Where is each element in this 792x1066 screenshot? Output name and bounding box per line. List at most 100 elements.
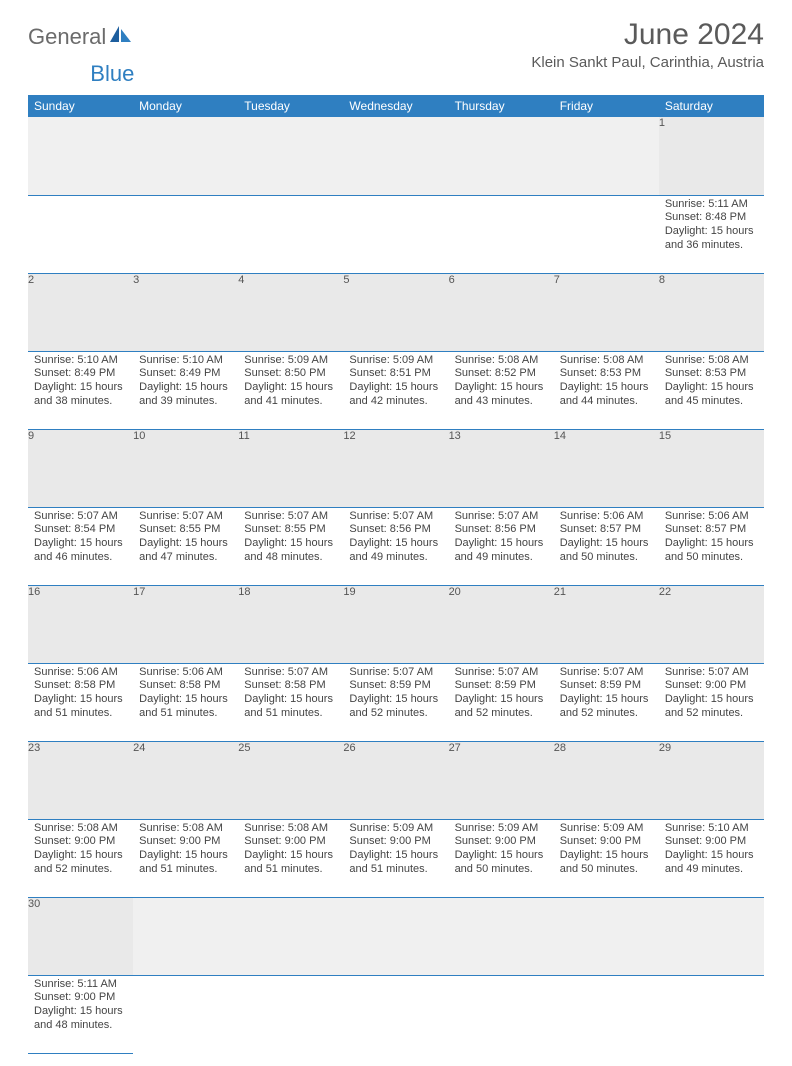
- day-content: Sunrise: 5:07 AMSunset: 8:55 PMDaylight:…: [133, 508, 238, 569]
- day-content: Sunrise: 5:09 AMSunset: 9:00 PMDaylight:…: [449, 820, 554, 881]
- day-cell: Sunrise: 5:06 AMSunset: 8:57 PMDaylight:…: [659, 507, 764, 585]
- day-number-cell: [238, 897, 343, 975]
- day-number-cell: 29: [659, 741, 764, 819]
- calendar-body: 1Sunrise: 5:11 AMSunset: 8:48 PMDaylight…: [28, 117, 764, 1053]
- day-number-cell: 27: [449, 741, 554, 819]
- day-number-cell: [28, 117, 133, 195]
- day-cell: Sunrise: 5:08 AMSunset: 8:52 PMDaylight:…: [449, 351, 554, 429]
- day-content: Sunrise: 5:07 AMSunset: 8:56 PMDaylight:…: [343, 508, 448, 569]
- day-cell: Sunrise: 5:08 AMSunset: 9:00 PMDaylight:…: [238, 819, 343, 897]
- day-number-cell: 5: [343, 273, 448, 351]
- day-number-cell: 8: [659, 273, 764, 351]
- day-number-cell: 12: [343, 429, 448, 507]
- day-cell: Sunrise: 5:07 AMSunset: 8:55 PMDaylight:…: [133, 507, 238, 585]
- day-content-row: Sunrise: 5:11 AMSunset: 9:00 PMDaylight:…: [28, 975, 764, 1053]
- day-content: Sunrise: 5:07 AMSunset: 9:00 PMDaylight:…: [659, 664, 764, 725]
- day-number-cell: 22: [659, 585, 764, 663]
- weekday-header: Thursday: [449, 95, 554, 117]
- day-cell: [238, 195, 343, 273]
- day-number-cell: 18: [238, 585, 343, 663]
- weekday-header: Friday: [554, 95, 659, 117]
- day-content: Sunrise: 5:07 AMSunset: 8:58 PMDaylight:…: [238, 664, 343, 725]
- day-number-cell: 13: [449, 429, 554, 507]
- day-number-cell: [554, 897, 659, 975]
- day-content: Sunrise: 5:08 AMSunset: 8:52 PMDaylight:…: [449, 352, 554, 413]
- brand-logo: General: [28, 18, 134, 50]
- day-cell: Sunrise: 5:08 AMSunset: 9:00 PMDaylight:…: [28, 819, 133, 897]
- day-content-row: Sunrise: 5:08 AMSunset: 9:00 PMDaylight:…: [28, 819, 764, 897]
- day-number-cell: [449, 117, 554, 195]
- day-number-cell: [449, 897, 554, 975]
- location: Klein Sankt Paul, Carinthia, Austria: [531, 54, 764, 71]
- day-content: Sunrise: 5:07 AMSunset: 8:55 PMDaylight:…: [238, 508, 343, 569]
- day-content: Sunrise: 5:08 AMSunset: 8:53 PMDaylight:…: [554, 352, 659, 413]
- day-number-cell: 6: [449, 273, 554, 351]
- day-cell: Sunrise: 5:09 AMSunset: 8:51 PMDaylight:…: [343, 351, 448, 429]
- weekday-header: Saturday: [659, 95, 764, 117]
- day-cell: Sunrise: 5:07 AMSunset: 8:59 PMDaylight:…: [449, 663, 554, 741]
- day-number-cell: 2: [28, 273, 133, 351]
- day-cell: Sunrise: 5:11 AMSunset: 8:48 PMDaylight:…: [659, 195, 764, 273]
- day-cell: Sunrise: 5:08 AMSunset: 8:53 PMDaylight:…: [659, 351, 764, 429]
- day-number-cell: 20: [449, 585, 554, 663]
- day-number-row: 16171819202122: [28, 585, 764, 663]
- brand-word1: General: [28, 24, 106, 50]
- weekday-header: Monday: [133, 95, 238, 117]
- day-cell: Sunrise: 5:09 AMSunset: 9:00 PMDaylight:…: [554, 819, 659, 897]
- day-cell: Sunrise: 5:09 AMSunset: 9:00 PMDaylight:…: [343, 819, 448, 897]
- day-number-cell: 19: [343, 585, 448, 663]
- day-cell: Sunrise: 5:06 AMSunset: 8:58 PMDaylight:…: [133, 663, 238, 741]
- day-content: Sunrise: 5:06 AMSunset: 8:57 PMDaylight:…: [554, 508, 659, 569]
- calendar-page: General June 2024 Klein Sankt Paul, Cari…: [0, 0, 792, 1066]
- weekday-header: Tuesday: [238, 95, 343, 117]
- day-content: Sunrise: 5:08 AMSunset: 9:00 PMDaylight:…: [238, 820, 343, 881]
- day-number-cell: 16: [28, 585, 133, 663]
- day-cell: [554, 975, 659, 1053]
- brand-word2: Blue: [90, 61, 134, 87]
- day-number-cell: 17: [133, 585, 238, 663]
- day-cell: [554, 195, 659, 273]
- day-cell: Sunrise: 5:10 AMSunset: 8:49 PMDaylight:…: [133, 351, 238, 429]
- day-number-row: 9101112131415: [28, 429, 764, 507]
- day-content: Sunrise: 5:07 AMSunset: 8:56 PMDaylight:…: [449, 508, 554, 569]
- day-cell: Sunrise: 5:07 AMSunset: 8:59 PMDaylight:…: [343, 663, 448, 741]
- day-number-cell: [343, 117, 448, 195]
- day-number-cell: [554, 117, 659, 195]
- day-cell: Sunrise: 5:07 AMSunset: 8:54 PMDaylight:…: [28, 507, 133, 585]
- day-content: Sunrise: 5:06 AMSunset: 8:58 PMDaylight:…: [133, 664, 238, 725]
- day-cell: Sunrise: 5:07 AMSunset: 8:56 PMDaylight:…: [343, 507, 448, 585]
- day-content: Sunrise: 5:08 AMSunset: 9:00 PMDaylight:…: [133, 820, 238, 881]
- day-number-cell: [133, 897, 238, 975]
- day-cell: Sunrise: 5:06 AMSunset: 8:58 PMDaylight:…: [28, 663, 133, 741]
- day-number-cell: 14: [554, 429, 659, 507]
- weekday-header: Sunday: [28, 95, 133, 117]
- day-content: Sunrise: 5:09 AMSunset: 8:51 PMDaylight:…: [343, 352, 448, 413]
- day-cell: Sunrise: 5:09 AMSunset: 8:50 PMDaylight:…: [238, 351, 343, 429]
- day-number-cell: [238, 117, 343, 195]
- day-number-cell: 30: [28, 897, 133, 975]
- day-cell: Sunrise: 5:07 AMSunset: 8:58 PMDaylight:…: [238, 663, 343, 741]
- weekday-header-row: Sunday Monday Tuesday Wednesday Thursday…: [28, 95, 764, 117]
- day-number-cell: 9: [28, 429, 133, 507]
- day-content: Sunrise: 5:07 AMSunset: 8:59 PMDaylight:…: [554, 664, 659, 725]
- day-number-row: 23242526272829: [28, 741, 764, 819]
- weekday-header: Wednesday: [343, 95, 448, 117]
- day-content: Sunrise: 5:07 AMSunset: 8:59 PMDaylight:…: [449, 664, 554, 725]
- day-content: Sunrise: 5:09 AMSunset: 9:00 PMDaylight:…: [343, 820, 448, 881]
- day-cell: Sunrise: 5:07 AMSunset: 8:55 PMDaylight:…: [238, 507, 343, 585]
- day-cell: [449, 195, 554, 273]
- day-number-cell: 15: [659, 429, 764, 507]
- day-cell: Sunrise: 5:10 AMSunset: 8:49 PMDaylight:…: [28, 351, 133, 429]
- day-cell: Sunrise: 5:07 AMSunset: 8:59 PMDaylight:…: [554, 663, 659, 741]
- day-number-cell: 10: [133, 429, 238, 507]
- day-number-row: 30: [28, 897, 764, 975]
- title-block: June 2024 Klein Sankt Paul, Carinthia, A…: [531, 18, 764, 71]
- calendar-table: Sunday Monday Tuesday Wednesday Thursday…: [28, 95, 764, 1054]
- day-cell: [659, 975, 764, 1053]
- day-cell: Sunrise: 5:07 AMSunset: 9:00 PMDaylight:…: [659, 663, 764, 741]
- logo-sail-icon: [110, 24, 132, 50]
- day-cell: [449, 975, 554, 1053]
- day-number-row: 1: [28, 117, 764, 195]
- day-content: Sunrise: 5:07 AMSunset: 8:54 PMDaylight:…: [28, 508, 133, 569]
- day-number-cell: 23: [28, 741, 133, 819]
